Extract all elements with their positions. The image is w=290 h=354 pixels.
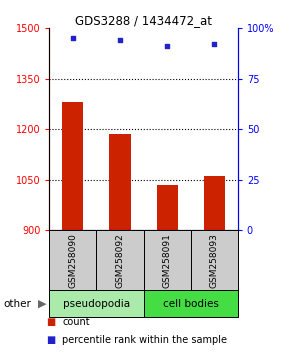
Point bbox=[118, 38, 122, 43]
Point bbox=[165, 44, 169, 49]
Point bbox=[70, 35, 75, 41]
Bar bbox=[204, 176, 225, 230]
Text: ■: ■ bbox=[46, 335, 56, 345]
Text: GSM258091: GSM258091 bbox=[163, 233, 172, 288]
Bar bbox=[49, 230, 96, 290]
Text: cell bodies: cell bodies bbox=[163, 298, 219, 309]
Bar bbox=[157, 185, 178, 230]
Text: GSM258090: GSM258090 bbox=[68, 233, 77, 288]
Text: GSM258092: GSM258092 bbox=[115, 233, 124, 287]
Text: ▶: ▶ bbox=[38, 298, 46, 309]
Bar bbox=[191, 230, 238, 290]
Bar bbox=[49, 290, 144, 317]
Text: pseudopodia: pseudopodia bbox=[63, 298, 130, 309]
Bar bbox=[62, 102, 84, 230]
Bar bbox=[109, 134, 130, 230]
Text: percentile rank within the sample: percentile rank within the sample bbox=[62, 335, 227, 345]
Text: other: other bbox=[3, 298, 31, 309]
Title: GDS3288 / 1434472_at: GDS3288 / 1434472_at bbox=[75, 14, 212, 27]
Text: ■: ■ bbox=[46, 317, 56, 327]
Point bbox=[212, 42, 217, 47]
Text: count: count bbox=[62, 317, 90, 327]
Text: GSM258093: GSM258093 bbox=[210, 233, 219, 288]
Bar bbox=[144, 290, 238, 317]
Bar bbox=[144, 230, 191, 290]
Bar bbox=[96, 230, 144, 290]
